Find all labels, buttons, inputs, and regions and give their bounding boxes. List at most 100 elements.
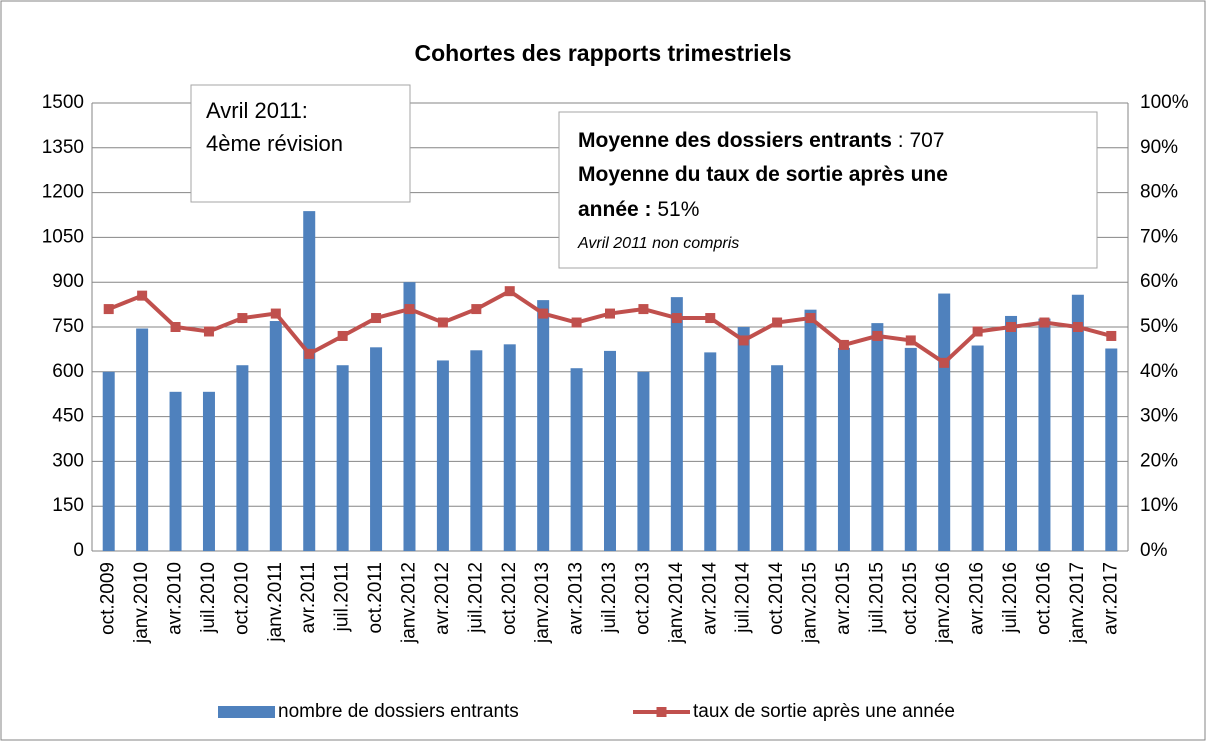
line-marker (872, 330, 883, 341)
legend-marker (656, 707, 667, 717)
bar (269, 321, 282, 551)
line-marker (337, 330, 348, 341)
x-tick-label: oct.2015 (900, 562, 921, 635)
chart-title: Cohortes des rapports trimestriels (414, 40, 791, 66)
bar (236, 365, 249, 551)
y2-tick-label: 20% (1140, 450, 1178, 471)
bar (403, 282, 416, 551)
line-marker (404, 304, 415, 315)
bar (771, 365, 784, 551)
bar (370, 347, 383, 551)
bar (804, 309, 817, 551)
y2-tick-label: 80% (1140, 182, 1178, 203)
bar (470, 350, 483, 551)
bar (637, 371, 650, 551)
line-marker (671, 313, 682, 324)
annotation-text: Moyenne des dossiers entrants : 707 (578, 129, 944, 152)
x-tick-label: oct.2014 (766, 562, 787, 635)
bar (971, 345, 984, 551)
line-marker (1072, 322, 1083, 332)
line-marker (237, 313, 248, 324)
x-tick-label: janv.2014 (666, 562, 687, 644)
bar (102, 371, 115, 551)
line-marker (638, 304, 649, 315)
line-marker (738, 335, 749, 346)
x-tick-label: juil.2016 (1000, 562, 1021, 634)
x-tick-label: avr.2014 (699, 562, 720, 635)
line-marker (103, 304, 114, 315)
bar (336, 365, 349, 551)
bar (570, 368, 583, 551)
bar (202, 391, 215, 551)
x-tick-label: janv.2017 (1067, 562, 1088, 644)
annotation-text: Moyenne du taux de sortie après une (578, 163, 948, 186)
line-marker (805, 313, 816, 324)
annotation-segment: Avril 2011 non compris (577, 235, 739, 252)
x-tick-label: janv.2011 (265, 562, 286, 643)
annotation-text: Avril 2011 non compris (577, 235, 739, 252)
x-tick-label: avr.2015 (833, 562, 854, 635)
legend-label: nombre de dossiers entrants (278, 701, 519, 722)
bar (1105, 348, 1118, 551)
y-tick-label: 150 (52, 495, 84, 516)
line-marker (137, 290, 148, 301)
y-tick-label: 750 (52, 316, 84, 337)
y-tick-label: 1500 (42, 92, 84, 113)
bar (169, 391, 182, 551)
annotation-text: année : 51% (578, 198, 699, 221)
y2-tick-label: 100% (1140, 92, 1189, 113)
bar (670, 297, 683, 551)
x-tick-label: oct.2012 (499, 562, 520, 635)
x-tick-label: oct.2013 (632, 562, 653, 635)
annotation-segment: Moyenne des dossiers entrants (578, 129, 892, 152)
bar (837, 347, 850, 551)
x-tick-label: avr.2016 (967, 562, 988, 635)
y2-tick-label: 30% (1140, 406, 1178, 427)
x-tick-label: janv.2016 (933, 562, 954, 644)
bar (604, 350, 616, 551)
bar (136, 328, 149, 551)
x-tick-label: oct.2009 (98, 562, 119, 635)
y-tick-label: 900 (52, 271, 84, 292)
y-tick-label: 450 (52, 406, 84, 427)
x-tick-label: janv.2015 (800, 562, 821, 644)
annotation-segment: Avril 2011: (206, 98, 308, 123)
x-tick-label: juil.2014 (733, 562, 754, 634)
bar (1038, 318, 1051, 551)
annotation-segment: 51% (652, 198, 700, 221)
y2-tick-label: 40% (1140, 361, 1178, 382)
x-tick-label: janv.2012 (398, 562, 419, 644)
annotation-text: 4ème révision (206, 131, 343, 156)
y-tick-label: 1350 (42, 137, 84, 158)
line-marker (538, 308, 549, 319)
line-marker (1006, 322, 1017, 332)
bar (1071, 294, 1084, 551)
line-marker (905, 335, 916, 346)
bar (737, 327, 750, 551)
annotation-segment: Moyenne du taux de sortie après une (578, 163, 948, 186)
x-tick-label: avr.2013 (566, 562, 587, 635)
line-marker (270, 308, 281, 319)
bar (303, 211, 316, 551)
line-marker (471, 304, 482, 315)
line-marker (772, 317, 783, 328)
bar (1005, 315, 1018, 551)
bar (704, 352, 717, 551)
annotation-segment: année : (578, 198, 652, 221)
bar (938, 293, 951, 551)
x-tick-label: juil.2011 (332, 562, 353, 632)
annotation-segment: 4ème révision (206, 131, 343, 156)
bar (537, 300, 550, 551)
line-marker (939, 357, 950, 368)
x-tick-label: juil.2010 (198, 562, 219, 634)
line-marker (705, 313, 716, 324)
bar (904, 347, 917, 551)
y-tick-label: 1050 (42, 226, 84, 247)
x-tick-label: avr.2010 (165, 562, 186, 635)
y2-tick-label: 50% (1140, 316, 1178, 337)
x-tick-label: oct.2016 (1033, 562, 1054, 635)
y-tick-label: 1200 (42, 182, 84, 203)
annotation-text: Avril 2011: (206, 98, 308, 123)
legend-label: taux de sortie après une année (693, 701, 955, 722)
